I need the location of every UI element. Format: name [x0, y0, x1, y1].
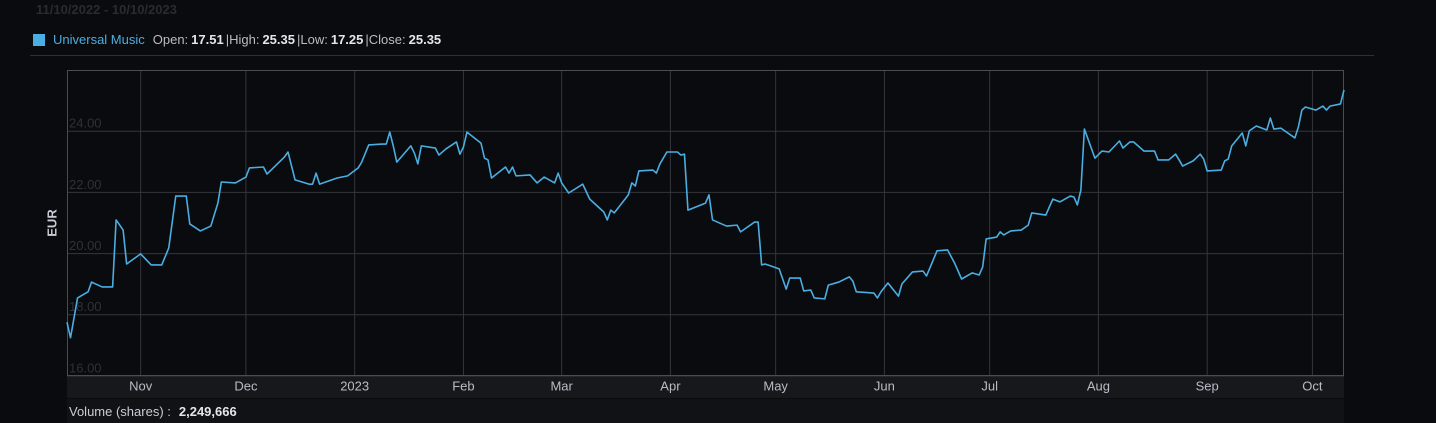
stat-value: 17.51 [191, 32, 224, 47]
legend: Universal Music Open: 17.51 |High: 25.35 |Low… [33, 32, 443, 47]
y-tick-label: 16.00 [69, 360, 102, 375]
stat-label: |Low: [297, 32, 328, 47]
x-tick-label: Jun [874, 378, 895, 393]
y-axis-label: EUR [44, 209, 59, 237]
y-tick-label: 22.00 [69, 177, 102, 192]
x-tick-label: Oct [1302, 378, 1323, 393]
stat-label: |Close: [365, 32, 406, 47]
date-range: 11/10/2022 - 10/10/2023 [36, 2, 177, 17]
x-tick-label: Jul [981, 378, 998, 393]
stat-value: 25.35 [408, 32, 442, 47]
x-tick-label: Mar [550, 378, 573, 393]
stat-label: |High: [225, 32, 260, 47]
y-tick-label: 24.00 [69, 116, 102, 131]
volume-label: Volume (shares) : [69, 404, 171, 419]
x-tick-label: Sep [1196, 378, 1219, 393]
legend-label: Universal Music [53, 32, 145, 47]
y-tick-label: 18.00 [69, 299, 102, 314]
x-tick-label: Apr [660, 378, 681, 393]
x-tick-label: 2023 [340, 378, 369, 393]
stat-value: 25.35 [262, 32, 295, 47]
y-tick-label: 20.00 [69, 238, 102, 253]
volume-band [67, 399, 1344, 423]
stat-label: Open: [152, 32, 189, 47]
x-tick-label: May [763, 378, 788, 393]
plot-frame [67, 70, 1344, 376]
legend-swatch [33, 33, 45, 46]
x-axis-band [67, 376, 1344, 398]
price-line [66, 89, 1345, 339]
x-tick-label: Aug [1087, 378, 1110, 393]
x-tick-label: Nov [129, 378, 153, 393]
x-tick-label: Dec [234, 378, 258, 393]
stat-value: 17.25 [330, 32, 364, 47]
volume: Volume (shares) : 2,249,666 [69, 404, 237, 419]
volume-value: 2,249,666 [178, 404, 237, 419]
x-tick-label: Feb [452, 378, 474, 393]
